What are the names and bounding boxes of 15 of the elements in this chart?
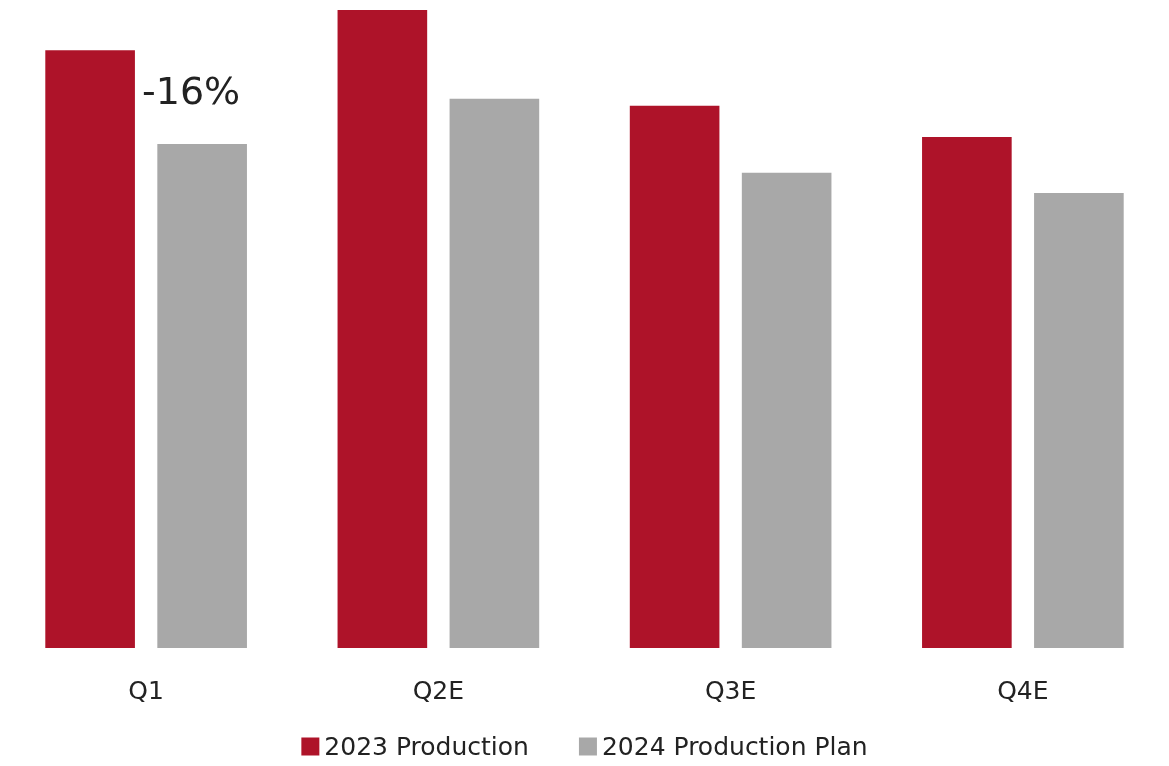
bar: [337, 10, 428, 648]
bar: [741, 172, 832, 648]
x-tick-label: Q2E: [412, 676, 465, 705]
bar: [157, 143, 247, 648]
bar: [449, 98, 540, 648]
annotation: -16%: [142, 69, 241, 113]
bar: [45, 50, 135, 648]
legend-label: 2023 Production: [324, 732, 529, 761]
bar: [1034, 193, 1124, 648]
legend-label: 2024 Production Plan: [601, 732, 868, 761]
bar: [922, 136, 1012, 648]
x-tick-label: Q3E: [704, 676, 757, 705]
x-tick-label: Q4E: [997, 676, 1049, 705]
x-tick-label: Q1: [128, 676, 164, 705]
bar: [629, 105, 720, 648]
